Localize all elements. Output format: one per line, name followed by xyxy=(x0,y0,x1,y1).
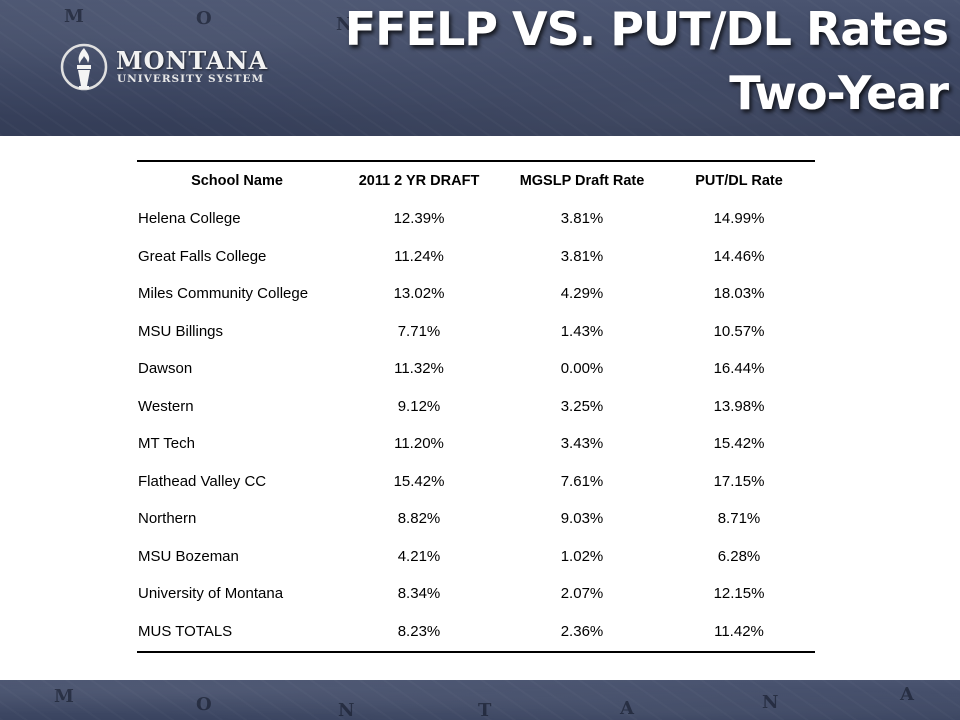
map-letter: M xyxy=(64,6,84,27)
rates-table: School Name 2011 2 YR DRAFT MGSLP Draft … xyxy=(137,160,815,653)
school-name-cell: Dawson xyxy=(138,360,193,378)
putdl-rate-cell: 14.99% xyxy=(713,210,765,228)
map-letter: O xyxy=(196,8,212,29)
logo-subtitle: UNIVERSITY SYSTEM xyxy=(117,73,265,85)
table-header-row: School Name 2011 2 YR DRAFT MGSLP Draft … xyxy=(137,161,815,200)
map-letter: M xyxy=(54,686,74,707)
putdl-rate-cell: 8.71% xyxy=(717,510,761,528)
map-letter: A xyxy=(620,698,634,719)
map-letter: N xyxy=(762,692,779,713)
logo-name: MONTANA xyxy=(116,46,269,75)
draft-rate-cell: 8.82% xyxy=(397,510,441,528)
school-name-cell: University of Montana xyxy=(138,585,284,603)
school-name-cell: Helena College xyxy=(138,210,241,228)
mgslp-rate-cell: 3.25% xyxy=(560,397,604,415)
mgslp-rate-cell: 7.61% xyxy=(560,472,604,490)
montana-university-system-logo: MONTANA UNIVERSITY SYSTEM xyxy=(60,42,270,92)
map-letter: A xyxy=(900,684,914,705)
putdl-rate-cell: 14.46% xyxy=(713,247,765,265)
column-header-2yr-draft: 2011 2 YR DRAFT xyxy=(358,173,480,189)
draft-rate-cell: 8.34% xyxy=(397,585,441,603)
table-row: MSU Billings 7.71% 1.43% 10.57% xyxy=(137,313,815,351)
mgslp-rate-cell: 0.00% xyxy=(560,360,604,378)
draft-rate-cell: 9.12% xyxy=(397,397,441,415)
footer-banner: M O N T A N A xyxy=(0,680,960,720)
school-name-cell: Great Falls College xyxy=(138,247,267,265)
page-title: FFELP VS. PUT/DL Rates xyxy=(344,2,949,56)
column-header-mgslp-rate: MGSLP Draft Rate xyxy=(519,173,645,189)
draft-rate-cell: 13.02% xyxy=(393,285,445,303)
draft-rate-cell: 11.32% xyxy=(394,360,444,378)
mgslp-rate-cell: 3.81% xyxy=(560,247,604,265)
mgslp-rate-cell: 1.02% xyxy=(560,547,604,565)
mgslp-rate-cell: 4.29% xyxy=(560,285,604,303)
map-texture xyxy=(0,680,960,720)
draft-rate-cell: 11.24% xyxy=(394,247,444,265)
header-banner: M O N MONTANA UNIVERSITY SYSTEM FFELP VS… xyxy=(0,0,960,136)
school-name-cell: Northern xyxy=(138,510,197,528)
mgslp-rate-cell: 2.36% xyxy=(560,623,604,640)
putdl-rate-cell: 17.15% xyxy=(713,472,765,490)
table-row: Dawson 11.32% 0.00% 16.44% xyxy=(137,350,815,388)
map-letter: T xyxy=(478,700,492,720)
column-header-school-name: School Name xyxy=(191,173,283,189)
map-letter: N xyxy=(336,14,353,35)
table-row: MT Tech 11.20% 3.43% 15.42% xyxy=(137,425,815,463)
draft-rate-cell: 7.71% xyxy=(397,322,441,340)
mgslp-rate-cell: 3.81% xyxy=(560,210,604,228)
table-row: Flathead Valley CC 15.42% 7.61% 17.15% xyxy=(137,463,815,501)
school-name-cell: MT Tech xyxy=(138,435,195,453)
putdl-rate-cell: 12.15% xyxy=(713,585,765,603)
school-name-cell: MUS TOTALS xyxy=(138,623,233,640)
table-row: Great Falls College 11.24% 3.81% 14.46% xyxy=(137,238,815,276)
draft-rate-cell: 15.42% xyxy=(393,472,445,490)
column-header-putdl-rate: PUT/DL Rate xyxy=(695,173,783,189)
table-row: Miles Community College 13.02% 4.29% 18.… xyxy=(137,275,815,313)
school-name-cell: Western xyxy=(138,397,194,415)
mgslp-rate-cell: 3.43% xyxy=(560,435,604,453)
school-name-cell: MSU Bozeman xyxy=(138,547,239,565)
putdl-rate-cell: 15.42% xyxy=(713,435,765,453)
school-name-cell: MSU Billings xyxy=(138,322,224,340)
table-row: Northern 8.82% 9.03% 8.71% xyxy=(137,500,815,538)
map-letter: O xyxy=(196,694,212,715)
draft-rate-cell: 12.39% xyxy=(393,210,445,228)
putdl-rate-cell: 11.42% xyxy=(714,623,764,640)
school-name-cell: Flathead Valley CC xyxy=(138,472,267,490)
draft-rate-cell: 4.21% xyxy=(397,547,441,565)
table-row: Helena College 12.39% 3.81% 14.99% xyxy=(137,200,815,238)
mgslp-rate-cell: 2.07% xyxy=(560,585,604,603)
putdl-rate-cell: 6.28% xyxy=(717,547,761,565)
mgslp-rate-cell: 9.03% xyxy=(560,510,604,528)
map-letter: N xyxy=(338,700,355,720)
totals-row: MUS TOTALS 8.23% 2.36% 11.42% xyxy=(137,613,815,652)
mgslp-rate-cell: 1.43% xyxy=(560,322,604,340)
draft-rate-cell: 8.23% xyxy=(397,623,441,640)
table-row: Western 9.12% 3.25% 13.98% xyxy=(137,388,815,426)
torch-icon xyxy=(60,43,108,91)
putdl-rate-cell: 16.44% xyxy=(713,360,765,378)
table-row: University of Montana 8.34% 2.07% 12.15% xyxy=(137,575,815,613)
map-texture xyxy=(0,0,960,136)
table-row: MSU Bozeman 4.21% 1.02% 6.28% xyxy=(137,538,815,576)
school-name-cell: Miles Community College xyxy=(138,285,309,303)
putdl-rate-cell: 18.03% xyxy=(713,285,765,303)
draft-rate-cell: 11.20% xyxy=(394,435,444,453)
putdl-rate-cell: 13.98% xyxy=(713,397,765,415)
putdl-rate-cell: 10.57% xyxy=(713,322,765,340)
page-subtitle: Two-Year xyxy=(729,66,949,120)
